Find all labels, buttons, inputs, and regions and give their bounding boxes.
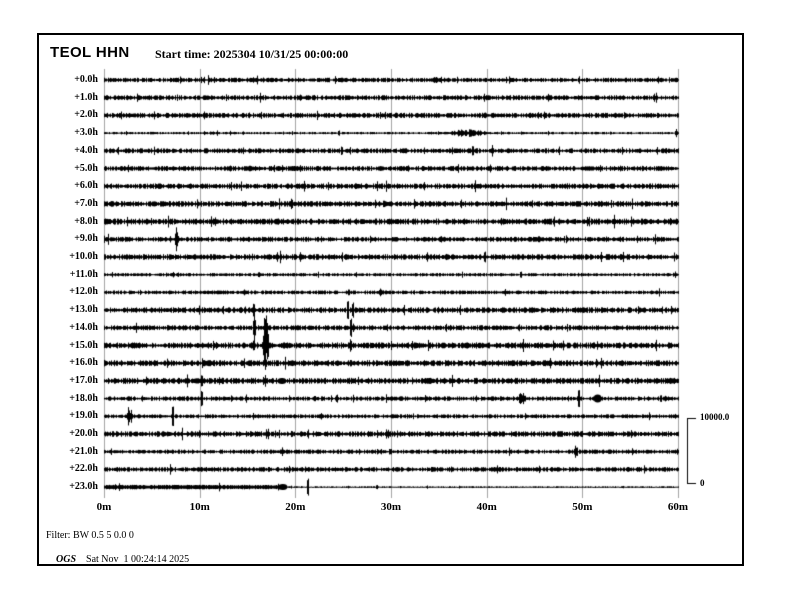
scale-max-label: 10000.0 (700, 412, 730, 422)
trace-label-11h: +11.0h (69, 268, 98, 280)
filter-info: Filter: BW 0.5 5 0.0 0 (46, 530, 134, 541)
trace-label-17h: +17.0h (69, 374, 98, 386)
trace-label-12h: +12.0h (69, 286, 98, 298)
trace-label-14h: +14.0h (69, 321, 98, 333)
trace-label-8h: +8.0h (74, 215, 98, 227)
x-tick-20m: 20m (285, 501, 306, 513)
trace-label-1h: +1.0h (74, 91, 98, 103)
footer-credits: OGS Sat Nov 1 00:24:14 2025 (46, 543, 189, 576)
x-tick-60m: 60m (667, 501, 689, 513)
trace-label-20h: +20.0h (69, 428, 98, 439)
trace-label-2h: +2.0h (74, 109, 98, 121)
agency-name: OGS (56, 554, 77, 565)
x-tick-10m: 10m (189, 501, 210, 513)
x-tick-30m: 30m (380, 501, 402, 513)
trace-label-9h: +9.0h (74, 233, 98, 245)
x-tick-0m: 0m (96, 501, 112, 513)
trace-label-18h: +18.0h (69, 392, 98, 404)
trace-label-16h: +16.0h (69, 357, 98, 369)
trace-label-15h: +15.0h (69, 339, 98, 351)
trace-label-5h: +5.0h (74, 162, 98, 174)
trace-label-22h: +22.0h (69, 463, 98, 475)
trace-label-4h: +4.0h (74, 144, 98, 156)
trace-label-10h: +10.0h (69, 251, 98, 262)
trace-label-13h: +13.0h (69, 304, 98, 316)
trace-label-0h: +0.0h (74, 74, 98, 85)
start-time-label: Start time: 2025304 10/31/25 00:00:00 (155, 47, 349, 61)
trace-label-6h: +6.0h (74, 180, 98, 192)
trace-label-3h: +3.0h (74, 127, 98, 139)
x-tick-40m: 40m (476, 501, 497, 513)
station-title: TEOL HHN (50, 44, 130, 61)
trace-label-23h: +23.0h (69, 481, 98, 493)
trace-label-21h: +21.0h (69, 445, 98, 457)
scale-min-label: 0 (700, 478, 705, 488)
trace-label-7h: +7.0h (74, 197, 98, 209)
trace-label-19h: +19.0h (69, 410, 98, 422)
x-tick-50m: 50m (572, 501, 593, 513)
render-timestamp: Sat Nov 1 00:24:14 2025 (86, 554, 190, 565)
